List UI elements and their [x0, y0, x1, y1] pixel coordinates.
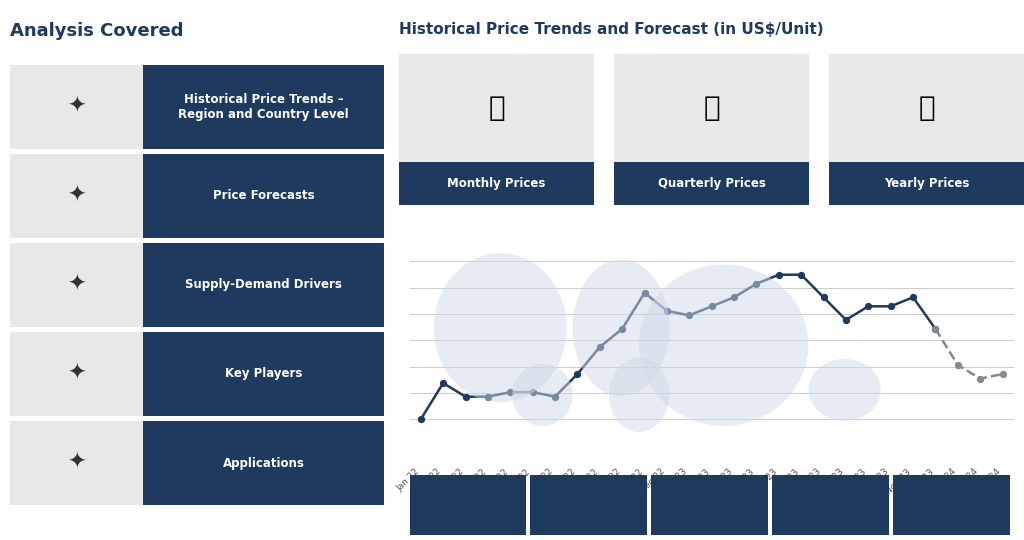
Ellipse shape: [808, 359, 881, 421]
Point: [614, 325, 631, 333]
Ellipse shape: [434, 253, 566, 402]
FancyBboxPatch shape: [143, 421, 384, 505]
Point: [972, 374, 988, 383]
Text: Quarterly Prices: Quarterly Prices: [657, 177, 766, 190]
Point: [458, 393, 474, 401]
Ellipse shape: [639, 265, 808, 426]
Point: [592, 343, 608, 352]
Text: Historical Price Trends and Forecast (in US$/Unit): Historical Price Trends and Forecast (in…: [399, 22, 824, 37]
Point: [815, 293, 831, 302]
Ellipse shape: [609, 357, 670, 432]
Point: [994, 370, 1011, 379]
Text: 📅: 📅: [919, 94, 935, 122]
FancyBboxPatch shape: [829, 54, 1024, 162]
FancyBboxPatch shape: [10, 332, 143, 416]
FancyBboxPatch shape: [614, 54, 809, 162]
Point: [726, 293, 742, 302]
Text: North America: North America: [425, 500, 511, 510]
FancyBboxPatch shape: [143, 154, 384, 238]
Point: [479, 393, 496, 401]
Point: [636, 288, 652, 297]
Text: ✦: ✦: [68, 275, 86, 295]
Text: Latin America: Latin America: [790, 500, 871, 510]
Text: 📅: 📅: [488, 94, 505, 122]
Text: Key Players: Key Players: [225, 367, 302, 381]
FancyBboxPatch shape: [10, 154, 143, 238]
FancyBboxPatch shape: [614, 162, 809, 205]
Point: [547, 393, 563, 401]
FancyBboxPatch shape: [399, 162, 594, 205]
Point: [435, 379, 452, 387]
Text: ✦: ✦: [68, 364, 86, 384]
FancyBboxPatch shape: [143, 65, 384, 148]
Point: [703, 302, 720, 310]
FancyBboxPatch shape: [10, 421, 143, 505]
Text: Yearly Prices: Yearly Prices: [884, 177, 970, 190]
Ellipse shape: [572, 259, 670, 396]
Point: [905, 293, 922, 302]
Point: [681, 311, 697, 320]
Point: [949, 361, 966, 369]
Text: Analysis Covered: Analysis Covered: [10, 22, 183, 39]
Point: [658, 307, 675, 315]
Point: [524, 388, 541, 396]
Text: 📅: 📅: [703, 94, 720, 122]
Point: [928, 325, 944, 333]
FancyBboxPatch shape: [10, 243, 143, 327]
Text: Europe: Europe: [568, 500, 609, 510]
Point: [569, 370, 586, 379]
FancyBboxPatch shape: [143, 332, 384, 416]
FancyBboxPatch shape: [10, 65, 143, 148]
Point: [928, 325, 944, 333]
FancyBboxPatch shape: [399, 54, 594, 162]
Text: ✦: ✦: [68, 453, 86, 473]
Point: [838, 315, 854, 324]
Point: [771, 271, 787, 279]
Text: Monthly Prices: Monthly Prices: [447, 177, 546, 190]
Text: ✦: ✦: [68, 97, 86, 117]
Text: Middle East and Africa: Middle East and Africa: [885, 500, 1018, 510]
Text: Supply-Demand Drivers: Supply-Demand Drivers: [185, 278, 342, 292]
FancyBboxPatch shape: [143, 243, 384, 327]
Point: [413, 415, 429, 423]
FancyBboxPatch shape: [829, 162, 1024, 205]
Point: [793, 271, 809, 279]
Text: Asia Pacific: Asia Pacific: [676, 500, 743, 510]
Text: Historical Price Trends –
Region and Country Level: Historical Price Trends – Region and Cou…: [178, 93, 349, 120]
Text: Applications: Applications: [223, 456, 304, 470]
Point: [749, 279, 765, 288]
Point: [883, 302, 899, 310]
Text: Price Forecasts: Price Forecasts: [213, 189, 314, 202]
Ellipse shape: [512, 364, 572, 426]
Text: ✦: ✦: [68, 186, 86, 206]
Point: [502, 388, 518, 396]
Point: [860, 302, 877, 310]
